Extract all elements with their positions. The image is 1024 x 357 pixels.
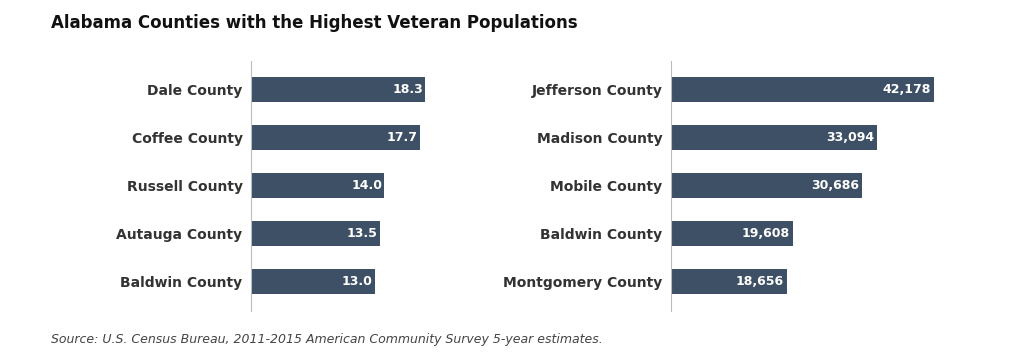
Text: 42,178: 42,178 xyxy=(883,83,931,96)
Bar xyxy=(251,125,420,150)
Text: 33,094: 33,094 xyxy=(826,131,874,144)
Bar xyxy=(671,269,787,294)
Text: 13.0: 13.0 xyxy=(342,275,373,288)
Bar xyxy=(251,269,375,294)
Text: 19,608: 19,608 xyxy=(742,227,791,240)
Text: 13.5: 13.5 xyxy=(346,227,377,240)
Bar xyxy=(671,221,794,246)
Text: 17.7: 17.7 xyxy=(386,131,418,144)
Text: 18,656: 18,656 xyxy=(736,275,784,288)
Bar xyxy=(251,221,380,246)
Bar xyxy=(251,173,384,198)
Bar xyxy=(671,125,878,150)
Text: Source: U.S. Census Bureau, 2011-2015 American Community Survey 5-year estimates: Source: U.S. Census Bureau, 2011-2015 Am… xyxy=(51,333,603,346)
Bar xyxy=(671,77,934,102)
Bar xyxy=(671,173,862,198)
Bar xyxy=(251,77,426,102)
Text: 18.3: 18.3 xyxy=(392,83,423,96)
Text: 30,686: 30,686 xyxy=(811,179,859,192)
Text: 14.0: 14.0 xyxy=(351,179,382,192)
Text: Alabama Counties with the Highest Veteran Populations: Alabama Counties with the Highest Vetera… xyxy=(51,14,578,32)
